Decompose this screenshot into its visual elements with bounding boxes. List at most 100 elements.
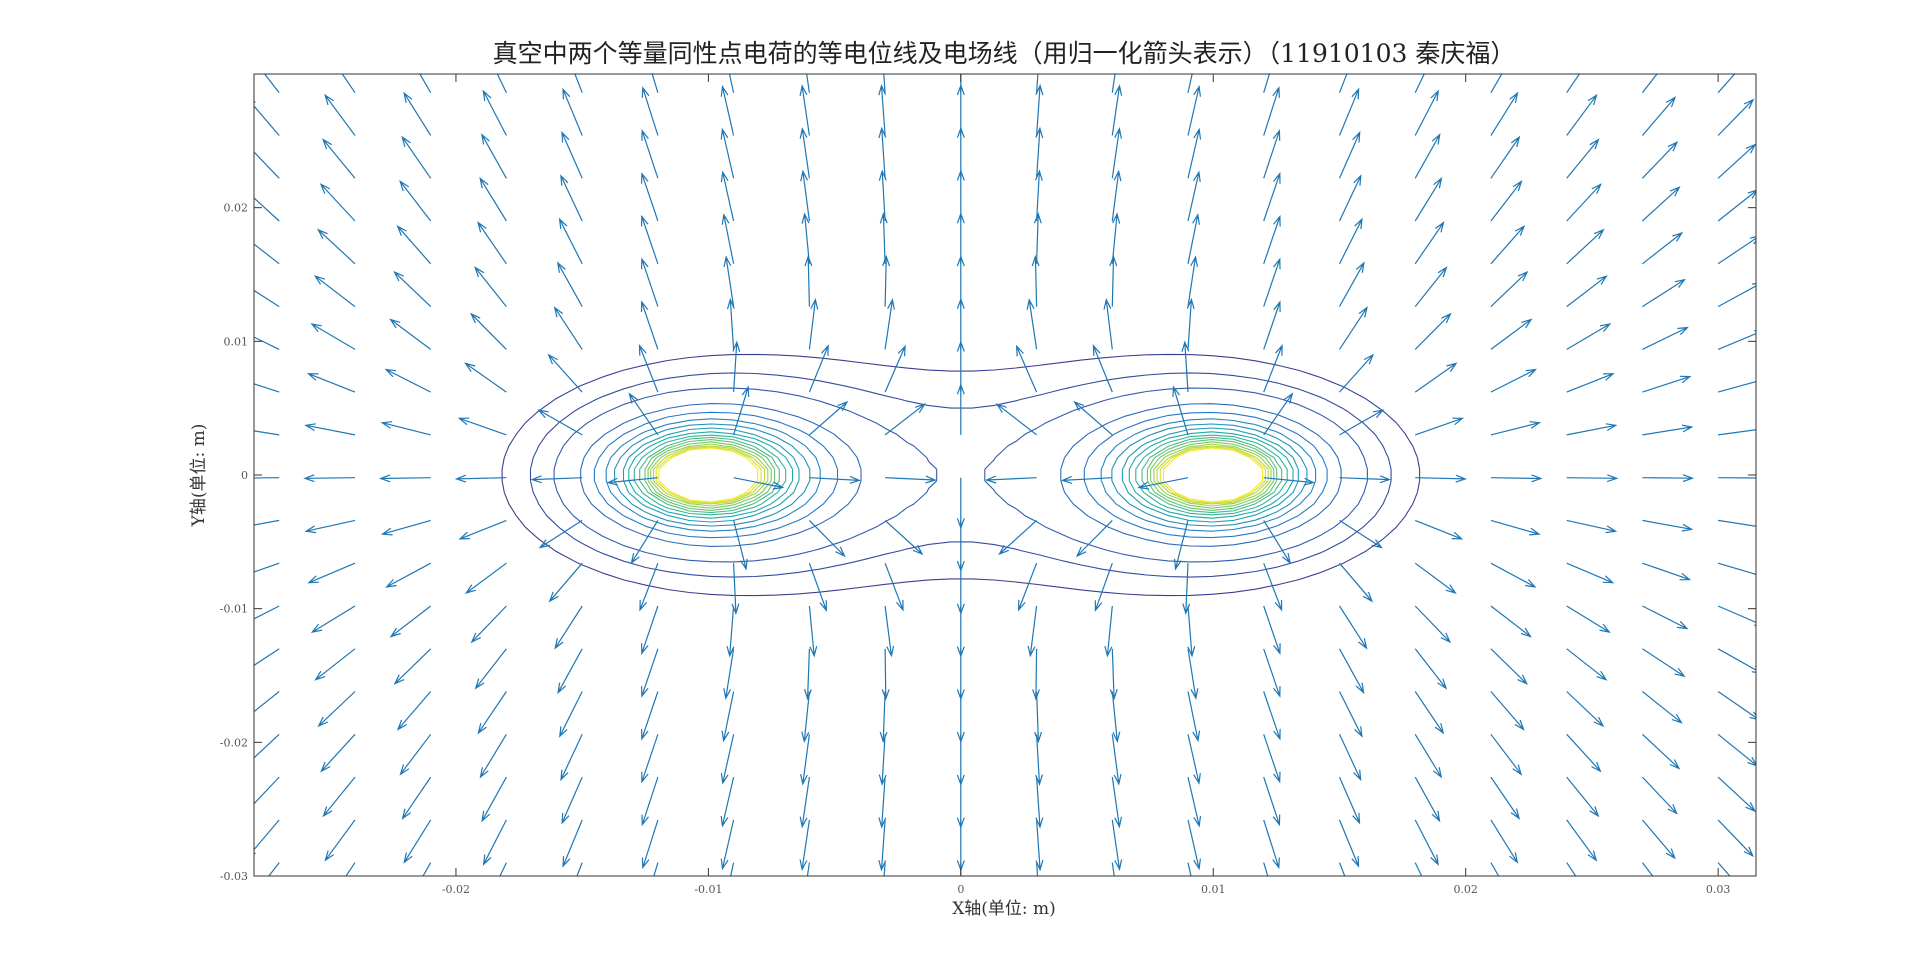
field-arrow bbox=[1032, 648, 1040, 701]
field-arrow bbox=[960, 74, 962, 93]
field-arrow bbox=[1566, 691, 1605, 728]
field-arrow bbox=[1566, 562, 1615, 584]
field-arrow bbox=[464, 562, 507, 595]
field-arrow bbox=[1263, 257, 1281, 307]
field-arrow bbox=[1263, 172, 1281, 222]
field-arrow bbox=[254, 691, 280, 713]
field-arrow bbox=[641, 257, 659, 307]
field-arrow bbox=[464, 362, 507, 393]
field-arrow bbox=[403, 91, 432, 136]
field-arrow bbox=[641, 129, 659, 179]
field-arrow bbox=[254, 197, 280, 222]
field-arrow bbox=[1490, 648, 1528, 685]
field-arrow bbox=[479, 176, 507, 222]
field-arrow bbox=[481, 133, 507, 179]
field-arrow bbox=[345, 862, 356, 876]
field-arrow bbox=[878, 83, 887, 136]
field-arrow bbox=[341, 74, 356, 94]
field-arrow bbox=[1263, 392, 1294, 436]
field-arrow bbox=[307, 562, 356, 584]
field-arrow bbox=[1717, 74, 1736, 94]
field-arrow bbox=[1641, 74, 1658, 94]
field-arrow bbox=[319, 183, 356, 222]
x-tick-label: 0.01 bbox=[1201, 883, 1226, 896]
field-arrow bbox=[1415, 474, 1467, 483]
field-arrow bbox=[1718, 519, 1756, 527]
field-arrow bbox=[317, 691, 356, 728]
field-arrow bbox=[1073, 400, 1113, 436]
field-arrow bbox=[1490, 318, 1533, 350]
field-arrow bbox=[653, 862, 659, 876]
field-arrow bbox=[254, 289, 280, 308]
field-arrow bbox=[1263, 776, 1281, 827]
field-arrow bbox=[389, 605, 432, 638]
field-arrow bbox=[1642, 519, 1694, 532]
field-arrow bbox=[883, 862, 886, 876]
field-arrow bbox=[1490, 691, 1525, 731]
field-arrow bbox=[1642, 424, 1694, 436]
field-arrow bbox=[1060, 475, 1113, 484]
field-arrow bbox=[385, 562, 431, 588]
field-arrow bbox=[733, 385, 750, 436]
y-tick-label: -0.03 bbox=[220, 870, 248, 883]
field-arrow bbox=[477, 221, 507, 265]
field-arrow bbox=[1339, 562, 1374, 603]
field-arrow bbox=[254, 336, 280, 350]
field-arrow bbox=[884, 403, 926, 436]
field-arrow bbox=[799, 127, 810, 179]
field-arrow bbox=[561, 130, 583, 179]
field-arrow bbox=[1036, 74, 1039, 93]
field-arrow bbox=[1035, 819, 1044, 872]
x-axis: -0.02 -0.01 0 0.01 0.02 0.03 bbox=[442, 74, 1730, 896]
field-arrow bbox=[1414, 74, 1425, 93]
contour-line bbox=[553, 387, 1368, 563]
field-arrow bbox=[641, 172, 659, 222]
field-arrow bbox=[499, 862, 507, 876]
field-arrow bbox=[1718, 477, 1756, 479]
field-arrow bbox=[1181, 340, 1190, 393]
field-arrow bbox=[879, 212, 888, 264]
field-arrow bbox=[548, 562, 583, 603]
field-arrow bbox=[422, 862, 432, 876]
field-arrow bbox=[1717, 776, 1756, 813]
field-arrow bbox=[1641, 819, 1676, 860]
field-arrow bbox=[454, 474, 507, 483]
field-arrow bbox=[1339, 519, 1383, 549]
field-arrow bbox=[1641, 96, 1677, 136]
field-arrow bbox=[538, 519, 583, 549]
field-arrow bbox=[1490, 519, 1541, 536]
field-arrow bbox=[1641, 140, 1679, 179]
field-arrow bbox=[389, 318, 432, 350]
field-arrow bbox=[1263, 129, 1281, 179]
field-arrow bbox=[304, 519, 356, 534]
field-arrow bbox=[998, 519, 1038, 556]
field-arrow bbox=[562, 87, 583, 136]
contour-group bbox=[501, 353, 1421, 597]
field-arrow bbox=[803, 648, 812, 701]
x-tick-label: 0.02 bbox=[1453, 883, 1478, 896]
contour-line bbox=[658, 447, 1264, 503]
field-arrow bbox=[1263, 86, 1280, 136]
field-arrow bbox=[1414, 312, 1452, 350]
field-arrow bbox=[1414, 648, 1448, 690]
contour-line bbox=[529, 372, 1392, 578]
field-arrow bbox=[474, 266, 507, 307]
field-arrow bbox=[1263, 300, 1281, 350]
field-arrow bbox=[254, 519, 280, 526]
field-arrow bbox=[304, 423, 356, 436]
field-arrow bbox=[1566, 776, 1600, 818]
field-arrow bbox=[1338, 174, 1362, 222]
contour-line bbox=[628, 431, 1294, 519]
field-arrow bbox=[1187, 734, 1201, 785]
field-arrow bbox=[1717, 733, 1756, 767]
field-arrow bbox=[1717, 691, 1756, 720]
field-arrow bbox=[1111, 734, 1122, 786]
field-arrow bbox=[254, 430, 280, 436]
field-arrow bbox=[808, 297, 819, 350]
field-arrow bbox=[1026, 298, 1038, 350]
field-arrow bbox=[1642, 278, 1686, 308]
field-arrow bbox=[1035, 734, 1043, 786]
field-arrow bbox=[1490, 474, 1543, 483]
field-arrow bbox=[799, 819, 810, 872]
field-arrow bbox=[726, 605, 735, 658]
